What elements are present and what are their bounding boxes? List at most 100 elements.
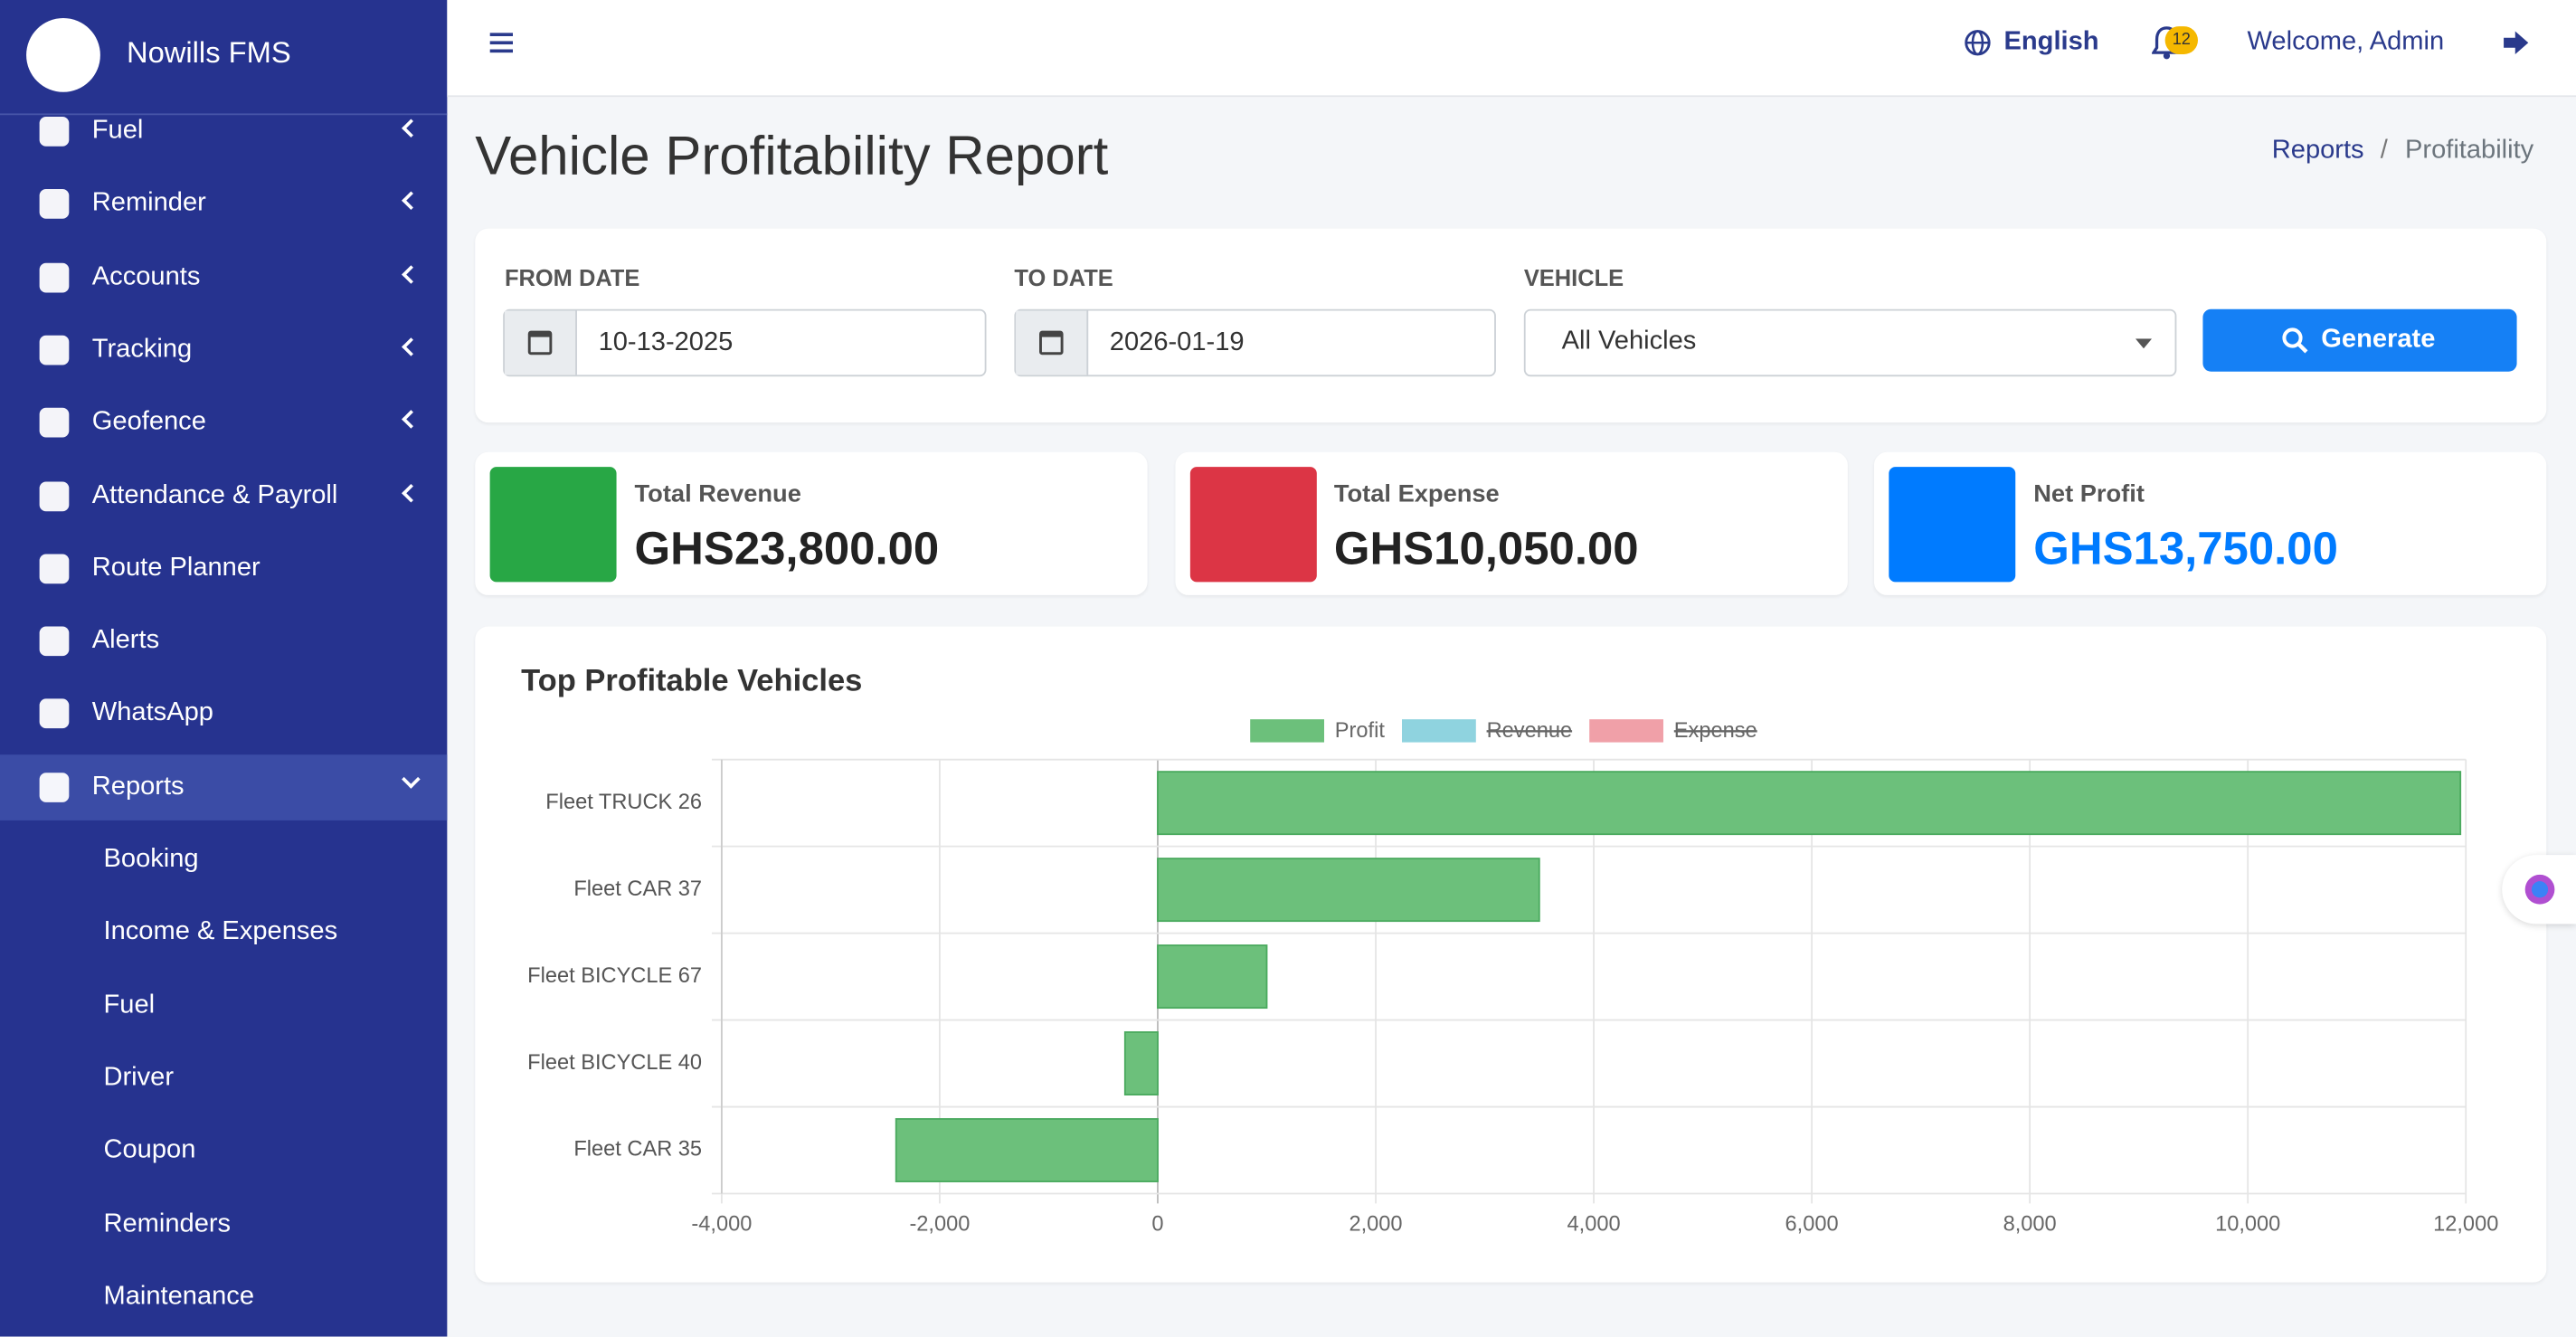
nav-icon — [39, 480, 70, 511]
x-tick-label: 12,000 — [2433, 1212, 2498, 1236]
nav-icon — [39, 262, 70, 292]
chevron — [402, 410, 421, 430]
subnav-item[interactable]: Driver — [103, 1063, 175, 1092]
nav-item[interactable]: Reports — [0, 754, 448, 820]
legend-swatch — [1250, 719, 1324, 743]
subnav-item[interactable]: Coupon — [103, 1136, 196, 1165]
nav-item[interactable]: Reminder — [0, 172, 447, 238]
bar — [1157, 944, 1268, 1010]
brand: Nowills FMS — [126, 35, 291, 70]
logo — [26, 17, 100, 92]
legend-label: Profit — [1335, 719, 1386, 743]
y-tick-label: Fleet CAR 35 — [573, 1138, 702, 1162]
x-tick-label: -2,000 — [909, 1212, 970, 1236]
vehicle-value: All Vehicles — [1561, 327, 1697, 356]
stat-icon — [489, 467, 617, 583]
menu-toggle[interactable] — [489, 32, 514, 54]
chart-card — [475, 626, 2547, 1283]
nav-icon — [39, 335, 70, 365]
welcome-text: Welcome, Admin — [2247, 27, 2445, 56]
nav-icon — [39, 117, 70, 147]
nav-icon — [39, 408, 70, 438]
chart-title: Top Profitable Vehicles — [521, 663, 862, 697]
nav-item[interactable]: Alerts — [0, 609, 447, 675]
x-tick-label: -4,000 — [691, 1212, 752, 1236]
bar — [1157, 771, 2462, 836]
from-date-input[interactable]: 10-13-2025 — [503, 308, 987, 377]
stat-label: Net Profit — [2033, 479, 2145, 508]
bar — [1157, 858, 1540, 923]
subnav-item[interactable]: Reminders — [103, 1209, 232, 1237]
nav-item[interactable]: Geofence — [0, 390, 447, 456]
nav-label: Geofence — [91, 408, 206, 436]
nav-item[interactable]: Fuel — [0, 99, 447, 165]
to-date-value: 2026-01-19 — [1109, 328, 1245, 357]
stat-label: Total Revenue — [634, 479, 801, 508]
nav-label: WhatsApp — [91, 699, 213, 728]
breadcrumb-current: Profitability — [2404, 136, 2534, 165]
bar — [895, 1118, 1159, 1182]
sidebar: Nowills FMS Fuel Reminder Accounts Tracking… — [0, 0, 448, 1337]
stat-value: GHS23,800.00 — [634, 522, 940, 574]
top-bar — [447, 0, 2576, 98]
nav-item[interactable]: Route Planner — [0, 536, 447, 602]
logout-icon[interactable] — [2504, 31, 2530, 54]
to-date-input[interactable]: 2026-01-19 — [1014, 308, 1496, 377]
stat-label: Total Expense — [1333, 479, 1500, 508]
nav-label: Alerts — [91, 626, 160, 655]
to-label: TO DATE — [1014, 264, 1113, 291]
nav-label: Route Planner — [91, 554, 260, 583]
x-tick-label: 8,000 — [2003, 1212, 2057, 1236]
legend-swatch — [1401, 719, 1476, 743]
nav-label: Attendance & Payroll — [91, 480, 338, 509]
notification-badge: 12 — [2164, 26, 2198, 54]
vehicle-select[interactable]: All Vehicles — [1523, 308, 2177, 377]
x-tick-label: 6,000 — [1785, 1212, 1839, 1236]
nav-item[interactable]: WhatsApp — [0, 681, 447, 747]
x-tick-label: 0 — [1151, 1212, 1163, 1236]
from-label: FROM DATE — [504, 264, 640, 291]
nav-icon — [39, 189, 70, 220]
stat-value: GHS10,050.00 — [1333, 522, 1639, 574]
chevron — [402, 119, 421, 138]
nav-icon — [39, 699, 70, 729]
x-tick-label: 10,000 — [2215, 1212, 2280, 1236]
chart: Top Profitable Vehicles Profit Revenue Exp… — [521, 663, 2498, 1236]
y-tick-label: Fleet CAR 37 — [573, 877, 702, 901]
chevron — [402, 337, 421, 356]
vehicle-label: VEHICLE — [1523, 264, 1624, 291]
nav-item[interactable]: Tracking — [0, 318, 447, 384]
chevron — [402, 191, 421, 211]
legend-label: Expense — [1674, 719, 1757, 743]
generate-label: Generate — [2321, 325, 2436, 354]
breadcrumb-separator: / — [2380, 136, 2388, 165]
subnav-item[interactable]: Booking — [103, 845, 199, 874]
x-tick-label: 4,000 — [1567, 1212, 1621, 1236]
globe-icon — [1965, 30, 1991, 56]
chevron — [402, 769, 421, 789]
page-title: Vehicle Profitability Report — [475, 125, 1109, 186]
y-tick-label: Fleet BICYCLE 40 — [527, 1051, 702, 1075]
nav-icon — [39, 626, 70, 657]
nav-item[interactable]: Accounts — [0, 244, 447, 310]
nav-label: Reports — [91, 772, 185, 801]
chevron — [402, 264, 421, 284]
bar — [1123, 1031, 1159, 1096]
breadcrumb-link[interactable]: Reports — [2271, 136, 2364, 165]
stat-icon — [1889, 467, 2016, 583]
legend-label: Revenue — [1487, 719, 1573, 743]
y-tick-label: Fleet TRUCK 26 — [545, 791, 702, 814]
legend-swatch — [1589, 719, 1663, 743]
subnav-item[interactable]: Fuel — [103, 991, 156, 1019]
generate-button[interactable]: Generate — [2202, 308, 2517, 372]
nav-label: Accounts — [91, 262, 201, 290]
stat-value: GHS13,750.00 — [2033, 522, 2338, 574]
subnav-item[interactable]: Income & Expenses — [103, 917, 338, 946]
subnav-item[interactable]: Maintenance — [103, 1282, 255, 1311]
assistant-button[interactable] — [2502, 855, 2576, 925]
nav-item[interactable]: Attendance & Payroll — [0, 463, 447, 529]
language-selector[interactable]: English — [2003, 27, 2099, 56]
